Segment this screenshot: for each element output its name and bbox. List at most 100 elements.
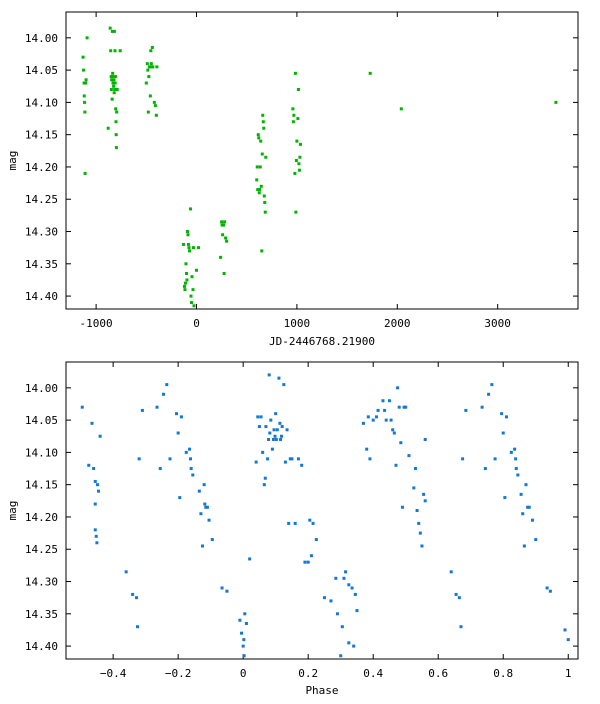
y-axis-label: mag xyxy=(6,151,19,171)
data-point xyxy=(384,418,388,422)
y-tick-label: 14.25 xyxy=(25,193,58,206)
data-point xyxy=(188,447,192,451)
data-point xyxy=(387,399,391,403)
data-point xyxy=(222,223,226,227)
data-point xyxy=(503,496,507,500)
data-point xyxy=(454,592,458,596)
data-point xyxy=(490,383,494,387)
data-point xyxy=(275,428,279,432)
data-point xyxy=(115,87,119,91)
data-point xyxy=(285,428,289,432)
data-point xyxy=(366,415,370,419)
data-point xyxy=(261,113,265,117)
data-point xyxy=(280,425,284,429)
data-point xyxy=(225,239,229,243)
data-point xyxy=(186,233,190,237)
data-point xyxy=(248,557,252,561)
data-point xyxy=(111,71,115,75)
data-point xyxy=(220,586,224,590)
data-point xyxy=(242,654,246,658)
data-point xyxy=(147,75,151,79)
data-point xyxy=(339,654,343,658)
y-axis-label: mag xyxy=(6,501,19,521)
data-point xyxy=(261,120,265,124)
data-point xyxy=(83,171,87,175)
data-point xyxy=(296,117,300,121)
data-point xyxy=(487,392,491,396)
data-point xyxy=(516,473,520,477)
data-point xyxy=(191,288,195,292)
plot-area xyxy=(65,361,579,660)
data-point xyxy=(407,454,411,458)
data-point xyxy=(274,412,278,416)
data-point xyxy=(267,437,271,441)
data-point xyxy=(188,207,192,211)
data-point xyxy=(203,502,207,506)
data-point xyxy=(290,457,294,461)
y-tick-label: 14.40 xyxy=(25,640,58,653)
y-tick-label: 14.10 xyxy=(25,446,58,459)
data-point xyxy=(264,155,268,159)
data-point xyxy=(83,110,87,114)
data-point xyxy=(114,107,118,111)
data-point xyxy=(300,463,304,467)
data-point xyxy=(149,62,153,66)
data-point xyxy=(464,408,468,412)
data-point xyxy=(391,428,395,432)
data-point xyxy=(530,518,534,522)
x-tick-label: 2000 xyxy=(384,317,411,330)
y-tick-label: 14.40 xyxy=(25,290,58,303)
data-point xyxy=(257,191,261,195)
data-point xyxy=(182,284,186,288)
data-point xyxy=(376,408,380,412)
data-point xyxy=(294,210,298,214)
data-point xyxy=(184,262,188,266)
data-point xyxy=(97,489,101,493)
data-point xyxy=(113,81,117,85)
data-point xyxy=(146,68,150,72)
data-point xyxy=(340,625,344,629)
data-point xyxy=(140,408,144,412)
data-point xyxy=(522,544,526,548)
data-point xyxy=(175,412,179,416)
data-point xyxy=(297,168,301,172)
data-point xyxy=(277,376,281,380)
data-point xyxy=(224,236,228,240)
data-point xyxy=(240,631,244,635)
data-point xyxy=(165,383,169,387)
data-point xyxy=(274,437,278,441)
data-point xyxy=(109,87,113,91)
data-point xyxy=(110,97,114,101)
data-point xyxy=(308,518,312,522)
data-point xyxy=(189,457,193,461)
data-point xyxy=(148,94,152,98)
data-point xyxy=(293,521,297,525)
data-point xyxy=(423,437,427,441)
y-tick-label: 14.15 xyxy=(25,479,58,492)
data-point xyxy=(158,467,162,471)
data-point xyxy=(402,405,406,409)
data-point xyxy=(352,644,356,648)
data-point xyxy=(257,425,261,429)
data-point xyxy=(259,139,263,143)
data-point xyxy=(389,418,393,422)
data-point xyxy=(114,120,118,124)
data-point xyxy=(108,26,112,30)
data-point xyxy=(519,492,523,496)
data-point xyxy=(545,586,549,590)
y-tick-label: 14.35 xyxy=(25,608,58,621)
data-point xyxy=(93,479,97,483)
data-point xyxy=(399,441,403,445)
data-point xyxy=(513,447,517,451)
data-point xyxy=(548,589,552,593)
data-point xyxy=(207,518,211,522)
data-point xyxy=(187,246,191,250)
data-point xyxy=(82,68,86,72)
data-point xyxy=(92,467,96,471)
data-point xyxy=(350,586,354,590)
data-point xyxy=(197,246,201,250)
plot-area xyxy=(65,11,579,310)
data-point xyxy=(262,126,266,130)
